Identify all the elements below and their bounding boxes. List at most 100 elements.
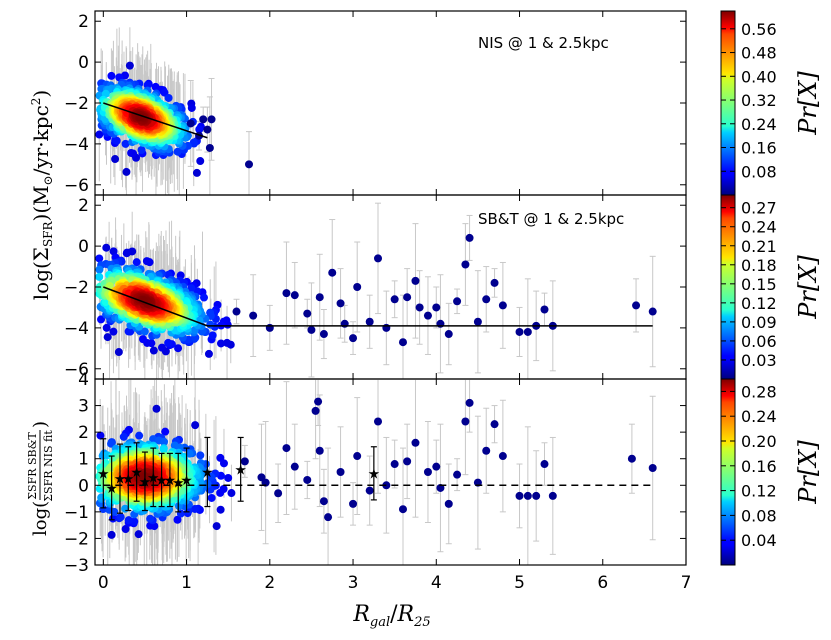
colorbar-tick-label: 0.28 [741, 382, 777, 401]
y-tick-label: 2 [78, 12, 89, 32]
data-point [174, 344, 183, 353]
data-point [340, 319, 349, 328]
data-point [208, 331, 217, 340]
y-tick-label: −6 [64, 360, 89, 380]
colorbar-tick-label: 0.27 [741, 199, 777, 218]
data-point [160, 437, 169, 446]
data-point [116, 513, 125, 522]
data-point [102, 323, 111, 332]
data-point [453, 297, 462, 306]
colorbar-tick-label: 0.48 [741, 44, 777, 63]
data-point [432, 462, 441, 471]
colorbar-tick-label: 0.16 [741, 457, 777, 476]
data-point [109, 514, 118, 523]
data-point [498, 301, 507, 310]
data-point [206, 320, 215, 329]
data-point [523, 327, 532, 336]
data-point [632, 301, 641, 310]
data-point [95, 265, 104, 274]
data-point [107, 439, 116, 448]
y-tick-label: −2 [64, 278, 89, 298]
colorbar-tick-label: 0.24 [741, 115, 777, 134]
data-point [532, 491, 541, 500]
data-point [134, 530, 143, 539]
colorbar-label: Pr[X] [794, 71, 822, 136]
data-point [185, 449, 194, 458]
data-point [353, 283, 362, 291]
data-point [189, 138, 198, 147]
data-point [216, 339, 225, 348]
data-point [227, 489, 236, 498]
data-point [121, 139, 130, 148]
y-axis-title-top: log(ΣSFR)(M⊙/yr·kpc2) [29, 90, 55, 300]
data-point [207, 493, 216, 502]
y-tick-label: −2 [64, 529, 89, 549]
data-point [95, 272, 104, 281]
data-point [196, 157, 205, 166]
data-point [523, 491, 532, 500]
y-tick-label: −4 [64, 135, 89, 155]
colorbar-tick-label: 0.56 [741, 20, 777, 39]
colorbar-tick-label: 0.08 [741, 162, 777, 181]
data-point [122, 249, 131, 258]
y-axis-ticks: 4 3 2 1 0 −1 −2 −3 [64, 370, 686, 576]
data-point [540, 305, 549, 314]
data-point [190, 504, 199, 513]
data-point [101, 89, 110, 98]
y-tick-label: −2 [64, 94, 89, 114]
panel-annotation: SB&T @ 1 & 2.5kpc [478, 210, 624, 228]
data-point [102, 243, 111, 252]
data-point [107, 71, 116, 80]
data-point [648, 464, 657, 473]
x-tick-label: 4 [431, 573, 442, 593]
colorbar-tick-label: 0.24 [741, 407, 777, 426]
data-point [353, 452, 362, 461]
panel-sbt: 2 0 −2 −4 −6 SB&T @ 1 & 2.5kpc [64, 194, 687, 380]
x-tick-label: 6 [597, 573, 608, 593]
data-point [314, 397, 323, 406]
data-point [548, 491, 557, 500]
data-point [411, 438, 420, 447]
data-point [319, 330, 328, 339]
data-point [143, 81, 152, 90]
y-axis-title-bottom: log( ΣSFR SB&T ΣSFR NIS fit ) [26, 421, 55, 536]
y-tick-label: 0 [78, 53, 89, 73]
ratio-close: ) [30, 421, 51, 428]
y-tick-label: −1 [64, 503, 89, 523]
data-point [398, 505, 407, 514]
data-point [137, 145, 146, 154]
y-tick-label: 0 [78, 237, 89, 257]
median-marker: ★ [105, 481, 118, 497]
colorbar-tick-label: 0.20 [741, 432, 777, 451]
data-point [205, 143, 214, 152]
median-marker: ★ [368, 466, 381, 482]
data-point [119, 432, 128, 441]
data-point [490, 278, 499, 287]
data-point [498, 452, 507, 461]
scatter-points [95, 233, 657, 358]
fit-line-path [103, 286, 653, 327]
colorbar-tick-label: 0.18 [741, 256, 777, 275]
data-point [223, 338, 232, 347]
ratio-log: log( [30, 501, 51, 536]
data-point [336, 299, 345, 308]
x-axis-ticks: 0 1 2 3 4 5 6 7 [98, 11, 692, 593]
data-point [490, 420, 499, 429]
data-point [107, 530, 116, 539]
data-point [121, 525, 130, 534]
median-marker: ★ [155, 473, 168, 489]
x-tick-label: 1 [181, 573, 192, 593]
fit-line [103, 286, 653, 327]
y-tick-label: 4 [78, 370, 89, 390]
data-point [482, 446, 491, 455]
binned-medians: ★★★★★★★★★★★ ★ ★ ★ [97, 436, 381, 521]
data-point [282, 289, 291, 298]
data-point [265, 323, 274, 332]
data-point [200, 293, 209, 302]
x-tick-label: 7 [681, 573, 692, 593]
data-point [436, 319, 445, 328]
data-point [627, 454, 636, 463]
colorbar-tick-label: 0.24 [741, 218, 777, 237]
